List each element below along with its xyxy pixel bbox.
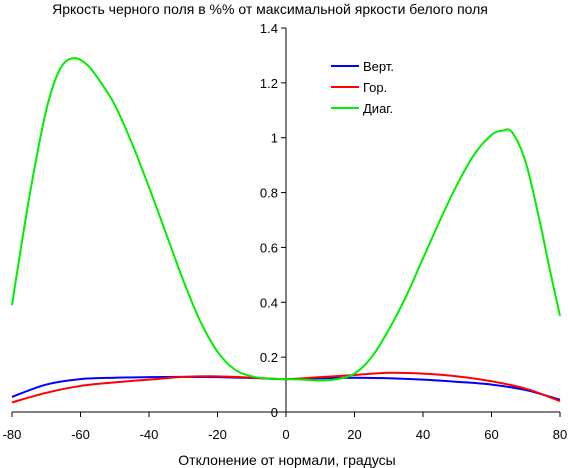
y-tick-label: 0.4 — [260, 295, 278, 310]
x-tick-label: 40 — [416, 427, 430, 442]
x-tick-label: -80 — [3, 427, 22, 442]
x-tick-label: 60 — [484, 427, 498, 442]
axes: -80 -60 -40 -20 0 20 40 60 80 0 0.2 0.4 0.6 0.8 1 1.2 1.… — [3, 21, 568, 442]
x-tick-label: 0 — [282, 427, 289, 442]
y-tick-label: 0.2 — [260, 350, 278, 365]
chart-title: Яркость черного поля в %% от максимально… — [52, 1, 488, 17]
x-tick-label: 20 — [347, 427, 361, 442]
legend-label: Верт. — [363, 59, 394, 74]
y-tick-label: 0 — [271, 405, 278, 420]
x-tick-label: -20 — [208, 427, 227, 442]
y-tick-label: 1.4 — [260, 21, 278, 36]
legend-label: Диаг. — [363, 101, 393, 116]
x-tick-label: -60 — [71, 427, 90, 442]
series-layer — [11, 57, 561, 404]
y-tick-label: 1.2 — [260, 76, 278, 91]
x-tick-label: 80 — [553, 427, 567, 442]
series-line-3 — [11, 57, 561, 382]
y-tick-label: 0.6 — [260, 240, 278, 255]
legend: Верт. Гор. Диаг. — [331, 59, 394, 116]
x-tick-label: -40 — [140, 427, 159, 442]
x-axis-label: Отклонение от нормали, градусы — [178, 452, 395, 468]
legend-label: Гор. — [363, 80, 387, 95]
y-tick-label: 1 — [271, 131, 278, 146]
y-tick-label: 0.8 — [260, 186, 278, 201]
